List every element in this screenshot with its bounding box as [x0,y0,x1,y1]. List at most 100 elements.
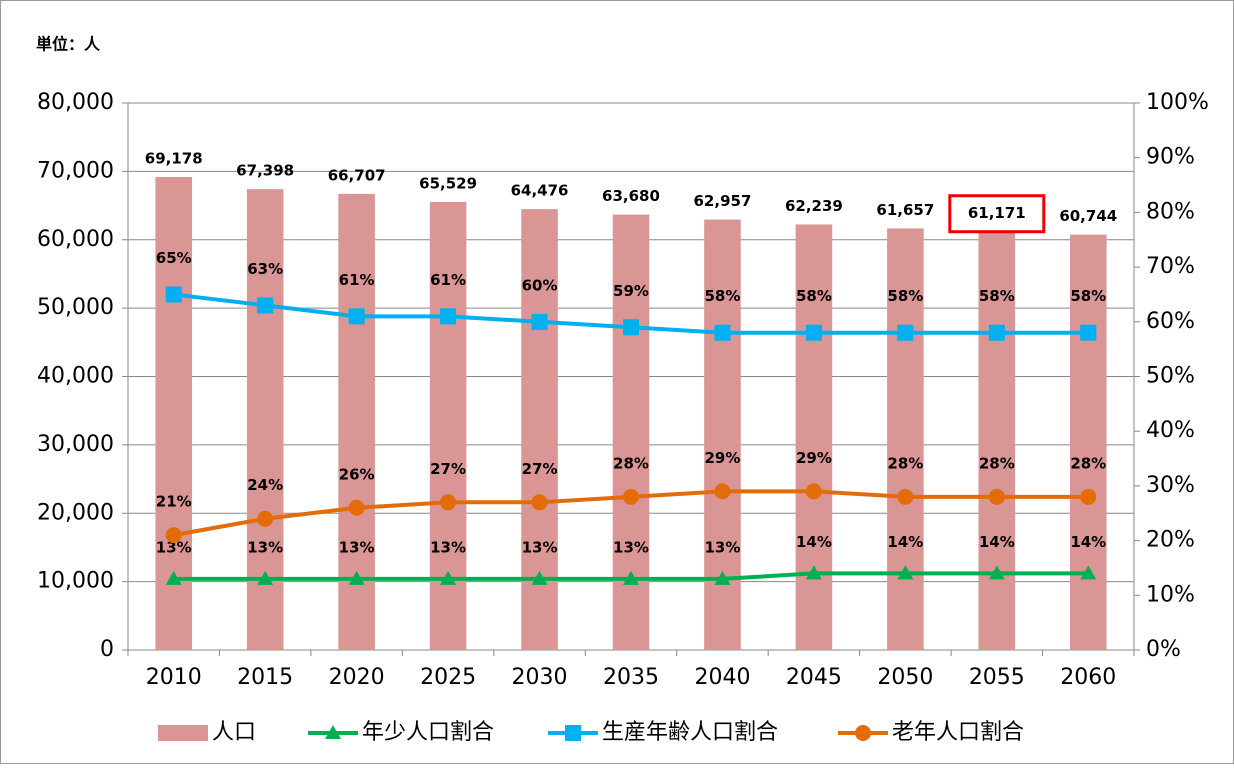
y2-tick-label: 30% [1146,473,1195,498]
marker [1080,324,1097,341]
y2-tick-label: 0% [1146,637,1181,662]
marker [325,725,341,739]
marker [897,488,914,505]
x-tick-label: 2040 [694,665,750,690]
line-value-label: 13% [613,538,649,556]
marker [714,570,731,585]
line-value-label: 59% [613,282,649,300]
line-value-label: 61% [339,271,375,289]
line-value-label: 28% [613,454,649,472]
line-value-label: 14% [887,533,923,551]
line-value-label: 24% [247,476,283,494]
y2-tick-label: 60% [1146,309,1195,334]
bar-value-label: 67,398 [236,162,294,180]
marker [257,570,274,585]
line-value-label: 58% [979,287,1015,305]
unit-label: 単位：人 [36,35,101,54]
line-value-label: 13% [705,538,741,556]
line-value-label: 13% [156,538,192,556]
line-value-label: 58% [1070,287,1106,305]
marker [714,324,731,341]
y2-tick-label: 40% [1146,418,1195,443]
bar [704,219,741,651]
x-tick-label: 2050 [877,665,933,690]
marker [531,494,548,511]
y-tick-label: 70,000 [37,158,114,183]
y-tick-label: 50,000 [37,295,114,320]
bar-value-label: 66,707 [328,166,386,184]
line-value-label: 58% [705,287,741,305]
marker [897,565,914,580]
x-tick-label: 2045 [786,665,842,690]
marker [440,308,457,325]
line-value-label: 14% [979,533,1015,551]
marker [805,565,822,580]
x-tick-label: 2030 [512,665,568,690]
y2-tick-label: 10% [1146,582,1195,607]
x-tick-label: 2035 [603,665,659,690]
bar [978,231,1016,650]
legend-label: 年少人口割合 [362,720,494,745]
y2-tick-label: 50% [1146,364,1195,389]
line-value-label: 14% [1070,533,1106,551]
x-tick-label: 2020 [329,665,385,690]
line-value-label: 58% [796,287,832,305]
marker [805,324,822,341]
marker [805,483,822,500]
marker [348,499,365,516]
line-value-label: 27% [522,460,558,478]
x-tick-label: 2060 [1060,665,1116,690]
marker [988,565,1005,580]
x-tick-label: 2015 [237,665,293,690]
marker [531,313,548,330]
y-tick-label: 20,000 [37,500,114,525]
marker [623,319,639,336]
y2-tick-label: 70% [1146,254,1195,279]
legend-swatch [158,725,208,741]
line-value-label: 28% [1070,454,1106,472]
line-value-label: 61% [430,271,466,289]
legend-label: 人口 [212,720,256,745]
highlight-box [948,194,1046,234]
bar [1069,234,1107,650]
marker [165,570,182,585]
marker [988,488,1005,505]
marker [348,308,365,325]
x-tick-label: 2025 [420,665,476,690]
y-tick-label: 40,000 [37,364,114,389]
bar [887,228,924,650]
marker [257,297,274,314]
marker [988,324,1005,341]
line-value-label: 63% [247,260,283,278]
line-value-label: 13% [522,538,558,556]
marker [440,494,457,511]
bar-value-label: 63,680 [602,187,660,205]
marker [348,570,365,585]
marker [855,725,871,741]
bar-value-label: 65,529 [419,174,477,192]
marker [1080,488,1097,505]
marker [565,725,581,741]
line-value-label: 27% [430,460,466,478]
line-value-label: 28% [979,454,1015,472]
line-value-label: 13% [247,538,283,556]
legend-label: 生産年齢人口割合 [602,720,778,745]
bar-value-label: 62,239 [785,197,843,215]
line-value-label: 60% [522,276,558,294]
marker [623,488,639,505]
marker [257,510,274,527]
marker [623,570,639,585]
marker [165,527,182,544]
x-tick-label: 2010 [146,665,202,690]
y-tick-label: 10,000 [37,569,114,594]
line-value-label: 65% [156,249,192,267]
marker [1080,565,1097,580]
y2-tick-label: 90% [1146,145,1195,170]
line-value-label: 29% [705,449,741,467]
x-tick-label: 2055 [969,665,1025,690]
bar-value-label: 61,171 [968,204,1026,222]
bar-value-label: 62,957 [694,192,752,210]
line-value-label: 58% [887,287,923,305]
marker [897,324,914,341]
